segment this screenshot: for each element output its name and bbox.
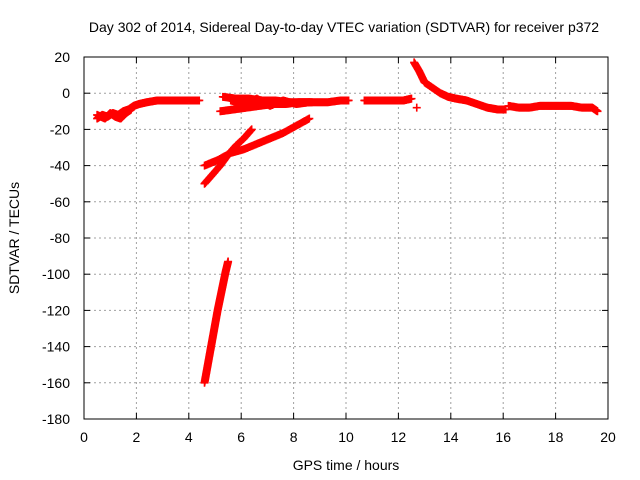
y-tick-label: -60 [50, 194, 70, 210]
series-arc-8 [504, 101, 602, 116]
data-point [127, 105, 136, 114]
plot-frame [83, 56, 609, 420]
x-tick-label: 6 [237, 429, 245, 445]
series-arc-11 [200, 257, 233, 387]
series-arc-10 [200, 114, 314, 170]
data-point [593, 107, 602, 116]
y-tick-label: -140 [42, 339, 70, 355]
x-tick-label: 16 [495, 429, 511, 445]
data-point [247, 125, 256, 134]
data-point [344, 96, 353, 105]
grid [84, 57, 608, 419]
x-tick-label: 12 [391, 429, 407, 445]
series-outlier [412, 103, 421, 112]
series-arc-2 [93, 105, 136, 123]
x-tick-label: 10 [338, 429, 354, 445]
data-point [412, 103, 421, 112]
y-tick-labels: 20 0 -20 -40 -60 -80 -100 -120 -140 -160 -180 [42, 49, 70, 427]
data-point [195, 96, 204, 105]
data-point [407, 94, 416, 103]
chart-title: Day 302 of 2014, Sidereal Day-to-day VTE… [89, 19, 599, 35]
y-tick-label: 20 [54, 49, 70, 65]
y-tick-label: -100 [42, 266, 70, 282]
x-tick-label: 0 [80, 429, 88, 445]
x-tick-label: 8 [290, 429, 298, 445]
series-arc-5 [226, 94, 314, 110]
x-tick-label: 20 [600, 429, 616, 445]
x-tick-label: 4 [185, 429, 193, 445]
y-axis-label: SDTVAR / TECUs [6, 182, 22, 294]
y-tick-label: -160 [42, 375, 70, 391]
x-tick-label: 14 [443, 429, 459, 445]
x-axis-label: GPS time / hours [293, 457, 400, 473]
x-tick-label: 18 [548, 429, 564, 445]
y-tick-label: -180 [42, 411, 70, 427]
data-point [224, 257, 233, 266]
data-point [305, 114, 314, 123]
x-tick-labels: 0 2 4 6 8 10 12 14 16 18 20 [80, 429, 616, 445]
data-points [93, 58, 602, 387]
data-point [305, 98, 314, 107]
y-tick-label: -80 [50, 230, 70, 246]
y-tick-label: -20 [50, 121, 70, 137]
series-arc-7 [410, 58, 510, 114]
y-tick-label: 0 [62, 85, 70, 101]
series-arc-6 [360, 94, 416, 105]
y-tick-label: -40 [50, 158, 70, 174]
x-tick-label: 2 [133, 429, 141, 445]
y-tick-label: -120 [42, 302, 70, 318]
